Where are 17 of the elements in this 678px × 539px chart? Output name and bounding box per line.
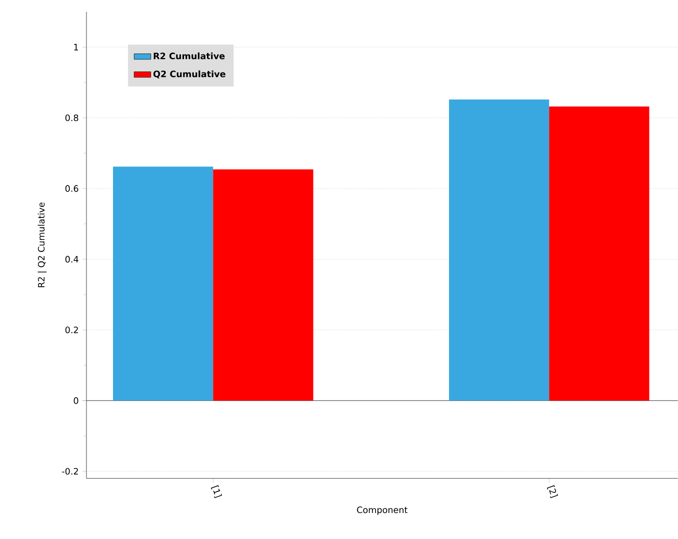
- y-tick-label: 0.4: [65, 256, 78, 262]
- bar: [448, 99, 550, 400]
- bar: [549, 106, 650, 400]
- y-tick-label: 0.6: [65, 185, 78, 192]
- y-tick-label: 0: [74, 397, 78, 404]
- x-tick-label: [1]: [210, 485, 222, 498]
- x-axis-title: Component: [357, 506, 408, 515]
- bar: [213, 169, 314, 400]
- y-tick-label: -0.2: [62, 468, 78, 474]
- y-tick-label: 0.8: [65, 114, 78, 122]
- x-tick-label: [2]: [546, 485, 558, 498]
- y-tick-label: 1: [74, 44, 78, 50]
- bar: [112, 166, 214, 400]
- legend-label: R2 Cumulative: [154, 52, 225, 60]
- legend-label: Q2 Cumulative: [153, 70, 226, 78]
- y-tick-label: 0.2: [65, 326, 78, 334]
- y-axis-title: R2 | Q2 Cumulative: [38, 202, 47, 288]
